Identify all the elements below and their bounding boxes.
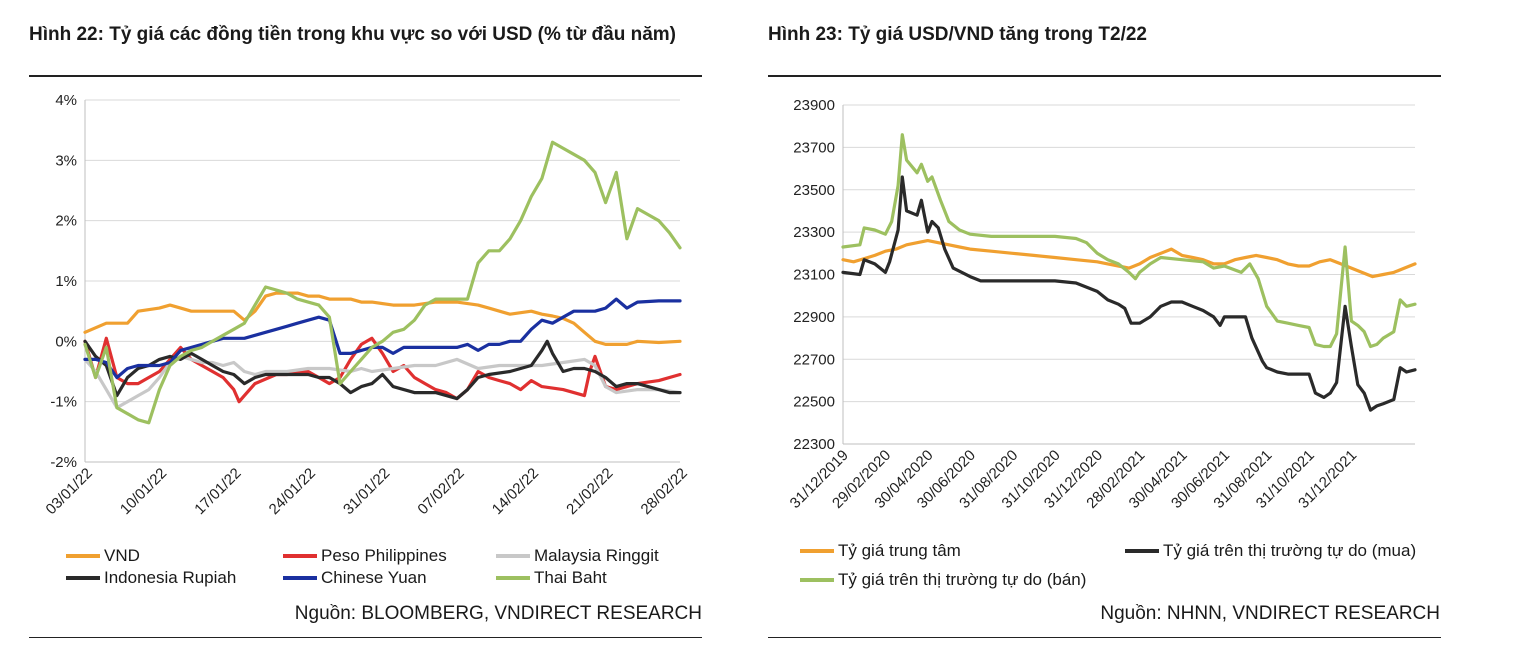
legend-label: Malaysia Ringgit xyxy=(534,546,659,565)
legend-item-vnd: VND xyxy=(66,546,140,566)
series-line-thai-baht xyxy=(83,140,682,425)
legend-item-chinese-yuan: Chinese Yuan xyxy=(283,568,427,588)
x-tick-label: 21/02/22 xyxy=(563,465,616,518)
legend-label: Chinese Yuan xyxy=(321,568,427,587)
series-line-ty-gia-tren-thi-truong-tu-do-ban xyxy=(841,133,1417,349)
x-axis-ticks: 31/12/201929/02/202030/04/202030/06/2020… xyxy=(787,447,1361,512)
series-lines xyxy=(841,133,1417,412)
title-divider xyxy=(29,75,702,77)
legend-label: Tỷ giá trung tâm xyxy=(838,541,961,560)
legend-swatch xyxy=(496,554,530,558)
y-tick-label: 2% xyxy=(55,213,77,230)
series-lines xyxy=(83,140,682,425)
y-tick-label: 4% xyxy=(55,92,77,109)
series-line-ty-gia-trung-tam xyxy=(841,239,1417,279)
legend-label: VND xyxy=(104,546,140,565)
x-tick-label: 07/02/22 xyxy=(414,465,467,518)
grid-lines xyxy=(842,104,1415,445)
legend-label: Indonesia Rupiah xyxy=(104,568,237,587)
legend-swatch xyxy=(283,576,317,580)
y-tick-label: 23500 xyxy=(793,182,835,199)
y-tick-label: 23900 xyxy=(793,97,835,114)
legend-item-ty-gia-tu-do-ban: Tỷ giá trên thị trường tự do (bán) xyxy=(800,570,1086,590)
series-line-ty-gia-tren-thi-truong-tu-do-mua xyxy=(841,175,1417,412)
legend-swatch xyxy=(66,554,100,558)
legend-swatch xyxy=(496,576,530,580)
y-tick-label: -2% xyxy=(50,454,77,471)
legend-item-ty-gia-tu-do-mua: Tỷ giá trên thị trường tự do (mua) xyxy=(1125,541,1416,561)
x-tick-label: 24/01/22 xyxy=(266,465,319,518)
y-tick-label: 1% xyxy=(55,273,77,290)
y-axis-ticks: 23900 23700 23500 23300 23100 22900 22700 22500… xyxy=(793,97,835,453)
series-line-malaysia-ringgit xyxy=(83,354,682,410)
x-axis-ticks: 03/01/22 10/01/22 17/01/22 24/01/22 31/01/22… xyxy=(43,465,691,518)
grid-lines xyxy=(84,99,680,463)
legend-swatch xyxy=(800,549,834,553)
y-tick-label: 0% xyxy=(55,333,77,350)
x-tick-label: 31/01/22 xyxy=(340,465,393,518)
legend-label: Thai Baht xyxy=(534,568,607,587)
legend-item-thai-baht: Thai Baht xyxy=(496,568,607,588)
legend-swatch xyxy=(800,578,834,582)
y-tick-label: 22700 xyxy=(793,351,835,368)
y-tick-label: 23300 xyxy=(793,224,835,241)
y-tick-label: 22900 xyxy=(793,309,835,326)
legend-item-malaysia-ringgit: Malaysia Ringgit xyxy=(496,546,659,566)
y-tick-label: 23100 xyxy=(793,267,835,284)
y-tick-label: -1% xyxy=(50,394,77,411)
chart-panel-regional-fx: Hình 22: Tỷ giá các đồng tiền trong khu … xyxy=(0,0,720,664)
bottom-divider xyxy=(768,637,1441,638)
x-tick-label: 14/02/22 xyxy=(489,465,542,518)
y-axis-ticks: 4% 3% 2% 1% 0% -1% -2% xyxy=(50,92,77,471)
legend-item-peso-philippines: Peso Philippines xyxy=(283,546,447,566)
chart-plot-regional-fx: 4% 3% 2% 1% 0% -1% -2% 03/01/22 10/01/22 17/01/2… xyxy=(43,92,691,518)
legend-swatch xyxy=(1125,549,1159,553)
legend-label: Tỷ giá trên thị trường tự do (mua) xyxy=(1163,541,1417,560)
y-tick-label: 3% xyxy=(55,152,77,169)
chart-title: Hình 22: Tỷ giá các đồng tiền trong khu … xyxy=(29,24,676,45)
chart-source: Nguồn: BLOOMBERG, VNDIRECT RESEARCH xyxy=(294,603,702,624)
chart-title: Hình 23: Tỷ giá USD/VND tăng trong T2/22 xyxy=(768,24,1147,45)
legend-item-ty-gia-trung-tam: Tỷ giá trung tâm xyxy=(800,541,961,561)
x-tick-label: 03/01/22 xyxy=(43,465,96,518)
y-tick-label: 23700 xyxy=(793,139,835,156)
chart-source: Nguồn: NHNN, VNDIRECT RESEARCH xyxy=(1100,603,1440,624)
y-tick-label: 22300 xyxy=(793,436,835,453)
y-tick-label: 22500 xyxy=(793,394,835,411)
x-tick-label: 28/02/22 xyxy=(638,465,691,518)
chart-plot-usd-vnd: 23900 23700 23500 23300 23100 22900 22700 22500… xyxy=(787,97,1417,512)
title-divider xyxy=(768,75,1441,77)
legend-swatch xyxy=(66,576,100,580)
chart-panel-usd-vnd: Hình 23: Tỷ giá USD/VND tăng trong T2/22… xyxy=(760,0,1520,664)
legend-label: Tỷ giá trên thị trường tự do (bán) xyxy=(838,570,1087,589)
x-tick-label: 17/01/22 xyxy=(191,465,244,518)
legend-swatch xyxy=(283,554,317,558)
x-tick-label: 10/01/22 xyxy=(117,465,170,518)
bottom-divider xyxy=(29,637,702,638)
series-line-vnd xyxy=(83,291,682,346)
series-line-peso-philippines xyxy=(83,336,682,404)
legend-item-indonesia-rupiah: Indonesia Rupiah xyxy=(66,568,236,588)
legend-label: Peso Philippines xyxy=(321,546,447,565)
